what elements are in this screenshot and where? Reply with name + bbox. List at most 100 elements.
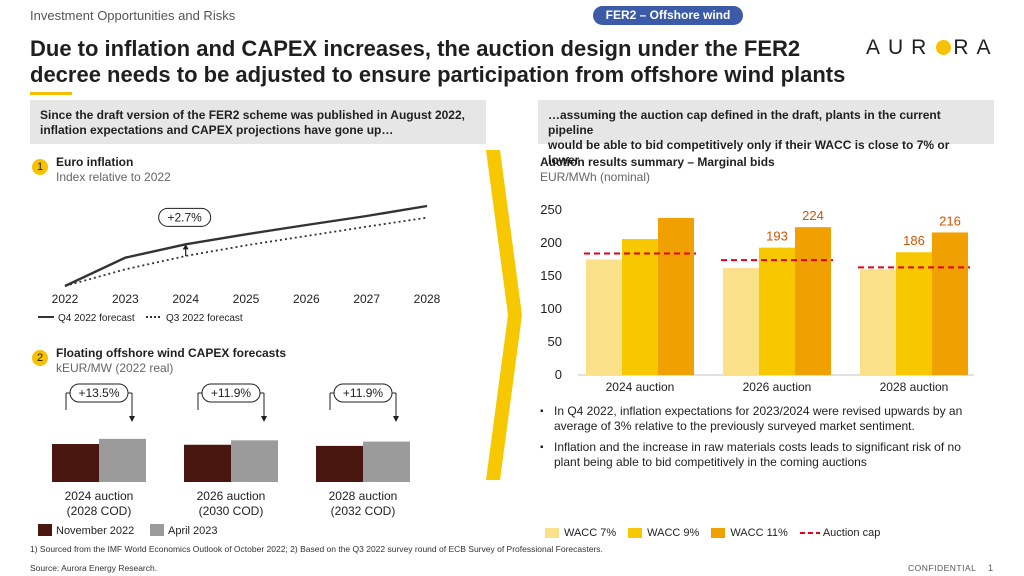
legend-label: WACC 7% <box>564 527 617 539</box>
auction-bar <box>759 247 795 375</box>
inflation-annotation-bubble <box>158 207 212 227</box>
inflation-legend-label: Q3 2022 forecast <box>166 313 243 324</box>
page-number: 1 <box>988 563 994 573</box>
auction-bar <box>622 239 658 375</box>
inflation-chart-subtitle: Index relative to 2022 <box>56 170 171 184</box>
legend-label: Auction cap <box>822 527 881 539</box>
inflation-legend-label: Q4 2022 forecast <box>58 313 135 324</box>
down-arrow-icon <box>129 416 135 422</box>
right-banner: …assuming the auction cap defined in the… <box>538 100 994 167</box>
auction-bar <box>860 269 896 375</box>
legend-swatch <box>711 528 726 538</box>
auction-y-tick-label: 200 <box>540 235 562 250</box>
down-arrow-icon <box>393 416 399 422</box>
auction-y-tick-label: 150 <box>540 268 562 283</box>
logo-text-left: AUR <box>866 36 935 59</box>
capex-bars-group <box>52 438 410 482</box>
auction-data-label: 193 <box>766 229 788 244</box>
auction-data-labels: 193 224 186 216 <box>766 208 961 248</box>
inflation-legend: Q4 2022 forecast Q3 2022 forecast <box>38 313 243 324</box>
auction-category-labels: 2024 auction 2026 auction 2028 auction <box>606 380 949 394</box>
capex-category-label: 2026 auction <box>197 489 266 503</box>
capex-bar <box>363 441 410 482</box>
capex-annotation-label: +11.9% <box>211 386 251 400</box>
auction-category-label: 2026 auction <box>743 380 812 394</box>
auction-bar <box>795 227 831 375</box>
chart-2-badge: 2 <box>32 350 48 366</box>
capex-category-label: (2030 COD) <box>199 504 264 518</box>
capex-bar <box>316 445 363 482</box>
legend-swatch <box>628 528 643 538</box>
logo-text-right: RA <box>953 36 999 59</box>
capex-category-label: 2024 auction <box>65 489 134 503</box>
page-title-line-2: decree needs to be adjusted to ensure pa… <box>30 62 846 87</box>
auction-chart-title: Auction results summary – Marginal bids <box>540 155 775 169</box>
page-title-line-1: Due to inflation and CAPEX increases, th… <box>30 36 801 61</box>
auction-bar <box>896 252 932 375</box>
auction-y-tick-label: 100 <box>540 301 562 316</box>
auction-bar <box>658 217 694 375</box>
aurora-logo: AUR RA <box>866 36 999 60</box>
capex-chart-title: Floating offshore wind CAPEX forecasts <box>56 346 287 360</box>
auction-data-label: 224 <box>802 208 824 223</box>
left-banner-line-1: Since the draft version of the FER2 sche… <box>40 108 465 122</box>
legend-wacc11: WACC 11% <box>711 527 788 539</box>
auction-data-label: 186 <box>903 233 925 248</box>
inflation-x-tick-label: 2025 <box>233 292 260 306</box>
auction-bars-group <box>586 217 968 375</box>
inflation-x-tick-label: 2024 <box>172 292 199 306</box>
left-banner: Since the draft version of the FER2 sche… <box>30 100 486 144</box>
auction-y-tick-label: 250 <box>540 202 562 217</box>
capex-category-label: (2028 COD) <box>67 504 132 518</box>
auction-data-label: 216 <box>939 213 961 228</box>
down-arrow-icon <box>261 416 267 422</box>
capex-legend-swatch <box>150 524 164 536</box>
capex-legend: November 2022 April 2023 <box>38 524 218 537</box>
capex-annotation-label: +13.5% <box>78 386 119 400</box>
up-arrow-icon <box>182 244 189 250</box>
inflation-x-tick-label: 2027 <box>353 292 380 306</box>
inflation-x-tick-label: 2026 <box>293 292 320 306</box>
inflation-chart: 2022 2023 2024 2025 2026 2027 2028 +2.7% Q4 20… <box>38 204 441 324</box>
capex-legend-label: April 2023 <box>168 525 218 537</box>
capex-bar <box>184 444 231 482</box>
section-label: Investment Opportunities and Risks <box>30 8 236 23</box>
inflation-x-tick-label: 2022 <box>52 292 79 306</box>
right-banner-line-1: …assuming the auction cap defined in the… <box>548 108 941 137</box>
footnote: 1) Sourced from the IMF World Economics … <box>30 544 603 554</box>
sun-icon <box>936 40 952 55</box>
auction-bar <box>932 232 968 375</box>
capex-legend-swatch <box>38 524 52 536</box>
inflation-annotation-label: +2.7% <box>167 210 202 224</box>
source-note: Source: Aurora Energy Research. <box>30 563 158 573</box>
capex-bar <box>231 440 278 482</box>
finding-item: In Q4 2022, inflation expectations for 2… <box>540 404 990 434</box>
legend-dash-swatch <box>799 532 820 534</box>
inflation-series-line <box>64 216 428 287</box>
inflation-chart-title: Euro inflation <box>56 155 134 169</box>
capex-annotation-group: +13.5% +11.9% +11.9% <box>65 383 399 422</box>
auction-chart-subtitle: EUR/MWh (nominal) <box>540 170 651 184</box>
legend-auction-cap: Auction cap <box>799 527 881 539</box>
capex-annotation-label: +11.9% <box>343 386 383 400</box>
legend-wacc7: WACC 7% <box>545 527 616 539</box>
legend-wacc9: WACC 9% <box>628 527 699 539</box>
chart-1-badge: 1 <box>32 159 48 175</box>
capex-category-label: 2028 auction <box>329 489 398 503</box>
capex-legend-label: November 2022 <box>56 525 134 537</box>
capex-bar <box>52 444 99 482</box>
inflation-x-tick-label: 2028 <box>414 292 441 306</box>
inflation-series-group <box>64 204 428 288</box>
auction-cap-lines <box>584 252 970 269</box>
capex-category-labels: 2024 auction(2028 COD) 2026 auction(2030 … <box>65 489 398 518</box>
inflation-annotation-group: +2.7% <box>158 207 212 256</box>
legend-label: WACC 9% <box>647 527 700 539</box>
topic-pill: FER2 – Offshore wind <box>593 6 743 25</box>
auction-y-tick-label: 0 <box>555 367 562 382</box>
left-banner-line-2: inflation expectations and CAPEX project… <box>40 123 394 137</box>
capex-bar <box>99 438 146 482</box>
capex-chart: +13.5% +11.9% +11.9% 2024 auction(2028 COD… <box>38 383 410 537</box>
legend-label: WACC 11% <box>730 527 788 539</box>
auction-chart: 0 50 100 150 200 250 193 224 186 216 2024 auctio… <box>540 202 974 394</box>
capex-chart-subtitle: kEUR/MW (2022 real) <box>56 361 174 375</box>
